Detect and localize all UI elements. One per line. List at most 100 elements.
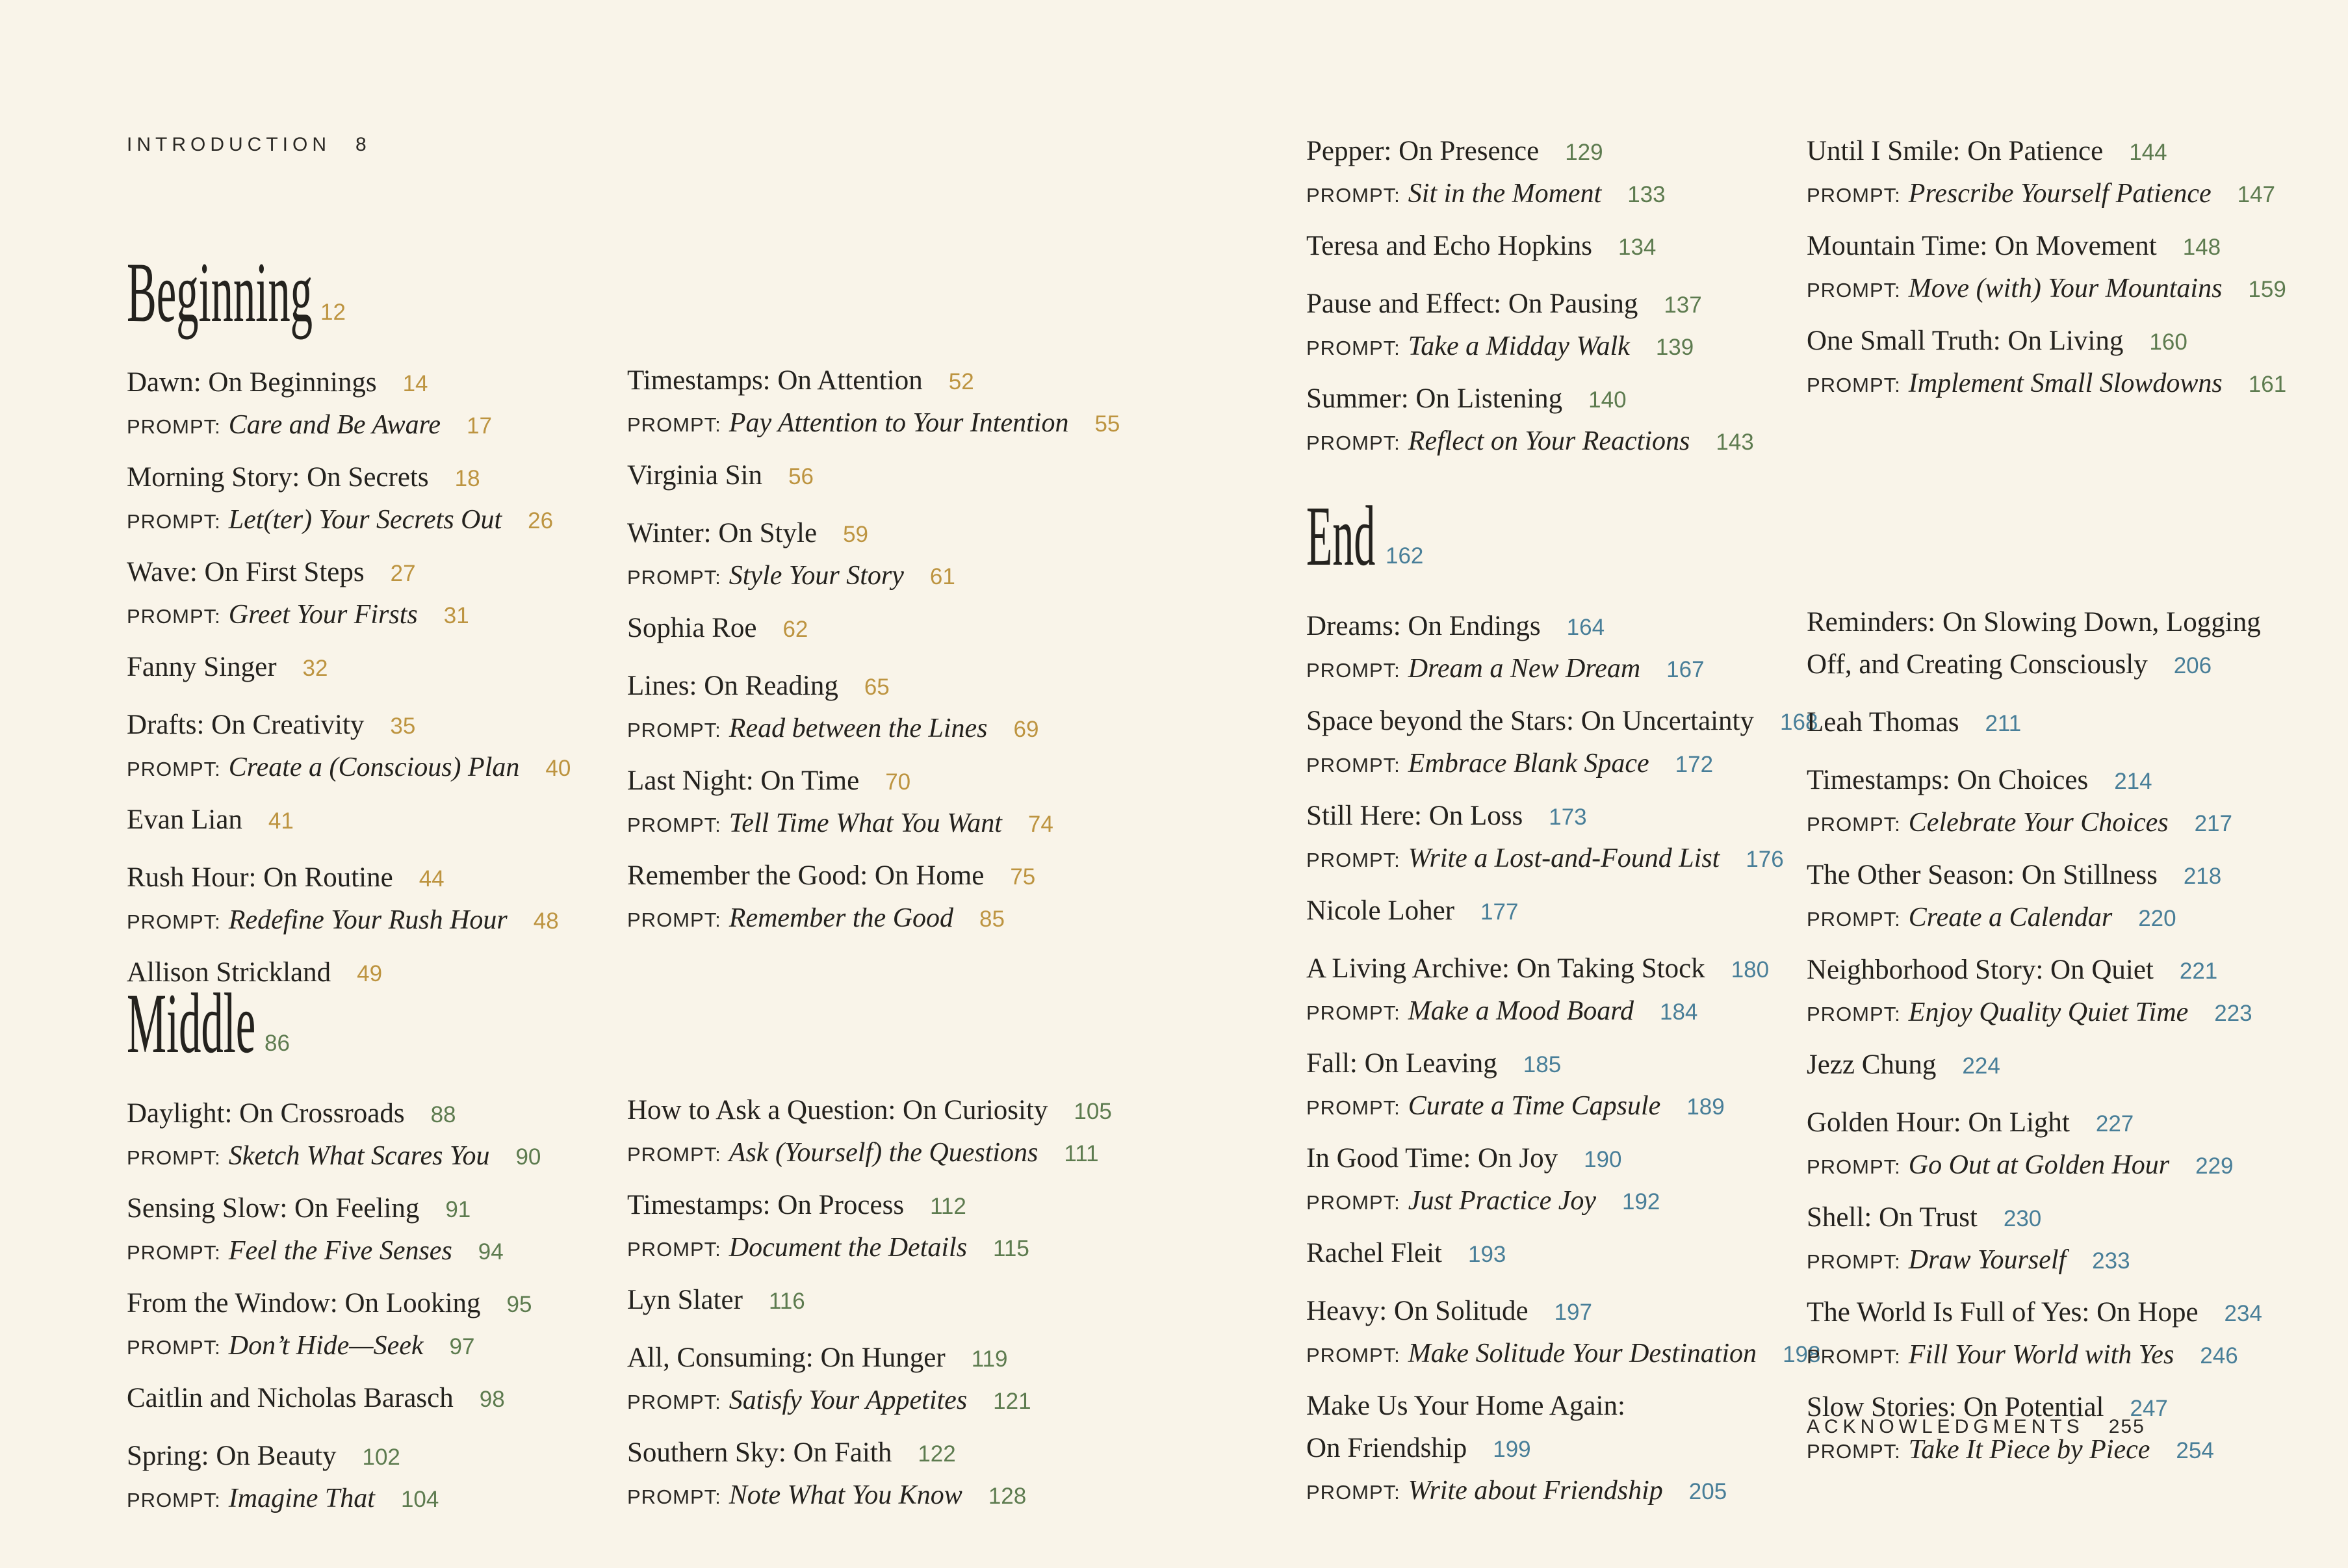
prompt-page-number: 94 bbox=[478, 1239, 504, 1265]
contributor-entry: Jezz Chung 224 bbox=[1807, 1047, 2333, 1089]
contributor-entry: Lyn Slater 116 bbox=[627, 1282, 1154, 1324]
page-label-row: INTRODUCTION 8 bbox=[127, 133, 627, 157]
entry-prompt-row: PROMPT: Pay Attention to Your Intention 55 bbox=[627, 405, 1154, 447]
entry-page-number: 230 bbox=[2003, 1206, 2042, 1231]
entry-title-row: How to Ask a Question: On Curiosity 105 bbox=[627, 1092, 1154, 1135]
entry-page-number: 102 bbox=[362, 1445, 400, 1470]
prompt-title: Reflect on Your Reactions bbox=[1408, 426, 1690, 456]
contributor-entry: Nicole Loher 177 bbox=[1306, 893, 1846, 935]
entry-prompt-row: PROMPT: Implement Small Slowdowns 161 bbox=[1807, 365, 2333, 407]
entry-page-number: 177 bbox=[1480, 899, 1519, 925]
prompt-page-number: 220 bbox=[2138, 906, 2176, 931]
entry-page-number: 116 bbox=[768, 1289, 805, 1314]
entry-page-number: 193 bbox=[1467, 1242, 1506, 1267]
entry-title-row: Morning Story: On Secrets 18 bbox=[127, 459, 627, 502]
toc-entry: Summer: On Listening 140 PROMPT: Reflect on… bbox=[1306, 381, 1846, 465]
entry-title-row: Caitlin and Nicholas Barasch 98 bbox=[127, 1380, 627, 1422]
entry-title-row: Southern Sky: On Faith 122 bbox=[627, 1435, 1154, 1477]
column-middle-cont-right: Until I Smile: On Patience 144 PROMPT: Pres… bbox=[1807, 133, 2333, 418]
contributor-entry: Fanny Singer 32 bbox=[127, 649, 627, 691]
prompt-page-number: 233 bbox=[2092, 1248, 2130, 1274]
entry-title-row: Rush Hour: On Routine 44 bbox=[127, 860, 627, 902]
entry-title-row: Drafts: On Creativity 35 bbox=[127, 707, 627, 749]
toc-entry: Space beyond the Stars: On Uncertainty 16… bbox=[1306, 703, 1846, 788]
entry-page-number: 95 bbox=[506, 1292, 532, 1317]
entry-page-number: 91 bbox=[445, 1197, 471, 1222]
prompt-label: PROMPT: bbox=[1306, 1191, 1400, 1214]
prompt-page-number: 40 bbox=[545, 756, 571, 781]
prompt-label: PROMPT: bbox=[627, 1391, 721, 1413]
toc-entry: Dawn: On Beginnings 14 PROMPT: Care and Be … bbox=[127, 365, 627, 449]
entry-page-number: 164 bbox=[1566, 615, 1605, 640]
prompt-label: PROMPT: bbox=[1306, 754, 1400, 777]
entry-prompt-row: PROMPT: Curate a Time Capsule 189 bbox=[1306, 1088, 1846, 1130]
entry-prompt-row: PROMPT: Just Practice Joy 192 bbox=[1306, 1183, 1846, 1225]
entry-prompt-row: PROMPT: Celebrate Your Choices 217 bbox=[1807, 804, 2333, 847]
entry-page-number: 160 bbox=[2149, 329, 2187, 355]
entry-page-number: 134 bbox=[1618, 235, 1657, 260]
prompt-title: Satisfy Your Appetites bbox=[729, 1385, 968, 1415]
prompt-title: Don’t Hide—Seek bbox=[228, 1331, 424, 1361]
prompt-page-number: 167 bbox=[1666, 657, 1705, 682]
entry-title: Pepper: On Presence bbox=[1306, 136, 1540, 166]
prompt-page-number: 115 bbox=[993, 1236, 1029, 1261]
prompt-title: Dream a New Dream bbox=[1408, 654, 1641, 684]
entry-title: Drafts: On Creativity bbox=[127, 710, 365, 740]
prompt-label: PROMPT: bbox=[127, 758, 221, 780]
prompt-label: PROMPT: bbox=[1807, 1155, 1901, 1178]
entry-title-row: Mountain Time: On Movement 148 bbox=[1807, 228, 2333, 270]
prompt-label: PROMPT: bbox=[127, 1241, 221, 1264]
prompt-page-number: 61 bbox=[929, 564, 955, 589]
entry-title-row: Sophia Roe 62 bbox=[627, 610, 1154, 652]
prompt-title: Sketch What Scares You bbox=[228, 1141, 490, 1171]
entry-title: Rush Hour: On Routine bbox=[127, 862, 393, 893]
entry-title: Space beyond the Stars: On Uncertainty bbox=[1306, 706, 1755, 736]
entry-page-number: 185 bbox=[1523, 1052, 1562, 1077]
prompt-label: PROMPT: bbox=[1306, 184, 1400, 207]
prompt-title: Just Practice Joy bbox=[1408, 1186, 1596, 1216]
prompt-title: Take It Piece by Piece bbox=[1908, 1435, 2150, 1465]
section-page-number: 12 bbox=[320, 300, 346, 325]
entry-title-row: Virginia Sin 56 bbox=[627, 457, 1154, 500]
entry-prompt-row: PROMPT: Take It Piece by Piece 254 bbox=[1807, 1432, 2333, 1474]
entry-title-row: Timestamps: On Attention 52 bbox=[627, 363, 1154, 405]
toc-entry: Make Us Your Home Again: On Friendship 199… bbox=[1306, 1388, 1846, 1515]
entry-title-row: Heavy: On Solitude 197 bbox=[1306, 1293, 1846, 1335]
entry-title: Dawn: On Beginnings bbox=[127, 367, 377, 398]
entry-page-number: 247 bbox=[2130, 1396, 2168, 1421]
entry-page-number: 41 bbox=[268, 808, 294, 834]
column-middle-right: How to Ask a Question: On Curiosity 105 PR… bbox=[627, 1092, 1154, 1530]
entry-title: All, Consuming: On Hunger bbox=[627, 1343, 946, 1373]
prompt-title: Go Out at Golden Hour bbox=[1908, 1150, 2170, 1180]
contributor-entry: Reminders: On Slowing Down, Logging Off, … bbox=[1807, 604, 2333, 689]
entry-title-row: Pepper: On Presence 129 bbox=[1306, 133, 1846, 175]
prompt-page-number: 192 bbox=[1622, 1189, 1660, 1215]
entry-title: One Small Truth: On Living bbox=[1807, 326, 2124, 356]
prompt-page-number: 97 bbox=[449, 1334, 475, 1359]
entry-title-row: Fanny Singer 32 bbox=[127, 649, 627, 691]
toc-entry: Morning Story: On Secrets 18 PROMPT: Let(te… bbox=[127, 459, 627, 544]
prompt-page-number: 31 bbox=[443, 603, 469, 628]
entry-title-row: From the Window: On Looking 95 bbox=[127, 1285, 627, 1328]
prompt-page-number: 26 bbox=[528, 508, 554, 533]
page-label: ACKNOWLEDGMENTS bbox=[1807, 1416, 2084, 1437]
section-heading-beginning: Beginning 12 bbox=[127, 244, 627, 341]
toc-entry: Still Here: On Loss 173 PROMPT: Write a Los… bbox=[1306, 798, 1846, 882]
entry-page-number: 122 bbox=[918, 1441, 956, 1467]
entry-page-number: 56 bbox=[788, 464, 814, 489]
entry-title-row: On Friendship 199 bbox=[1306, 1430, 1846, 1472]
entry-title: Sophia Roe bbox=[627, 613, 757, 643]
entry-page-number: 129 bbox=[1565, 140, 1603, 165]
prompt-page-number: 128 bbox=[988, 1484, 1027, 1509]
entry-page-number: 88 bbox=[430, 1102, 456, 1127]
entry-title: Until I Smile: On Patience bbox=[1807, 136, 2104, 166]
prompt-title: Implement Small Slowdowns bbox=[1908, 368, 2223, 398]
entry-title: A Living Archive: On Taking Stock bbox=[1306, 953, 1705, 984]
prompt-page-number: 104 bbox=[400, 1487, 439, 1512]
prompt-label: PROMPT: bbox=[1807, 813, 1901, 836]
entry-page-number: 52 bbox=[948, 369, 974, 394]
entry-page-number: 218 bbox=[2183, 864, 2222, 889]
entry-title: Sensing Slow: On Feeling bbox=[127, 1193, 420, 1224]
entry-title: Dreams: On Endings bbox=[1306, 611, 1541, 641]
entry-title-row: Sensing Slow: On Feeling 91 bbox=[127, 1190, 627, 1233]
